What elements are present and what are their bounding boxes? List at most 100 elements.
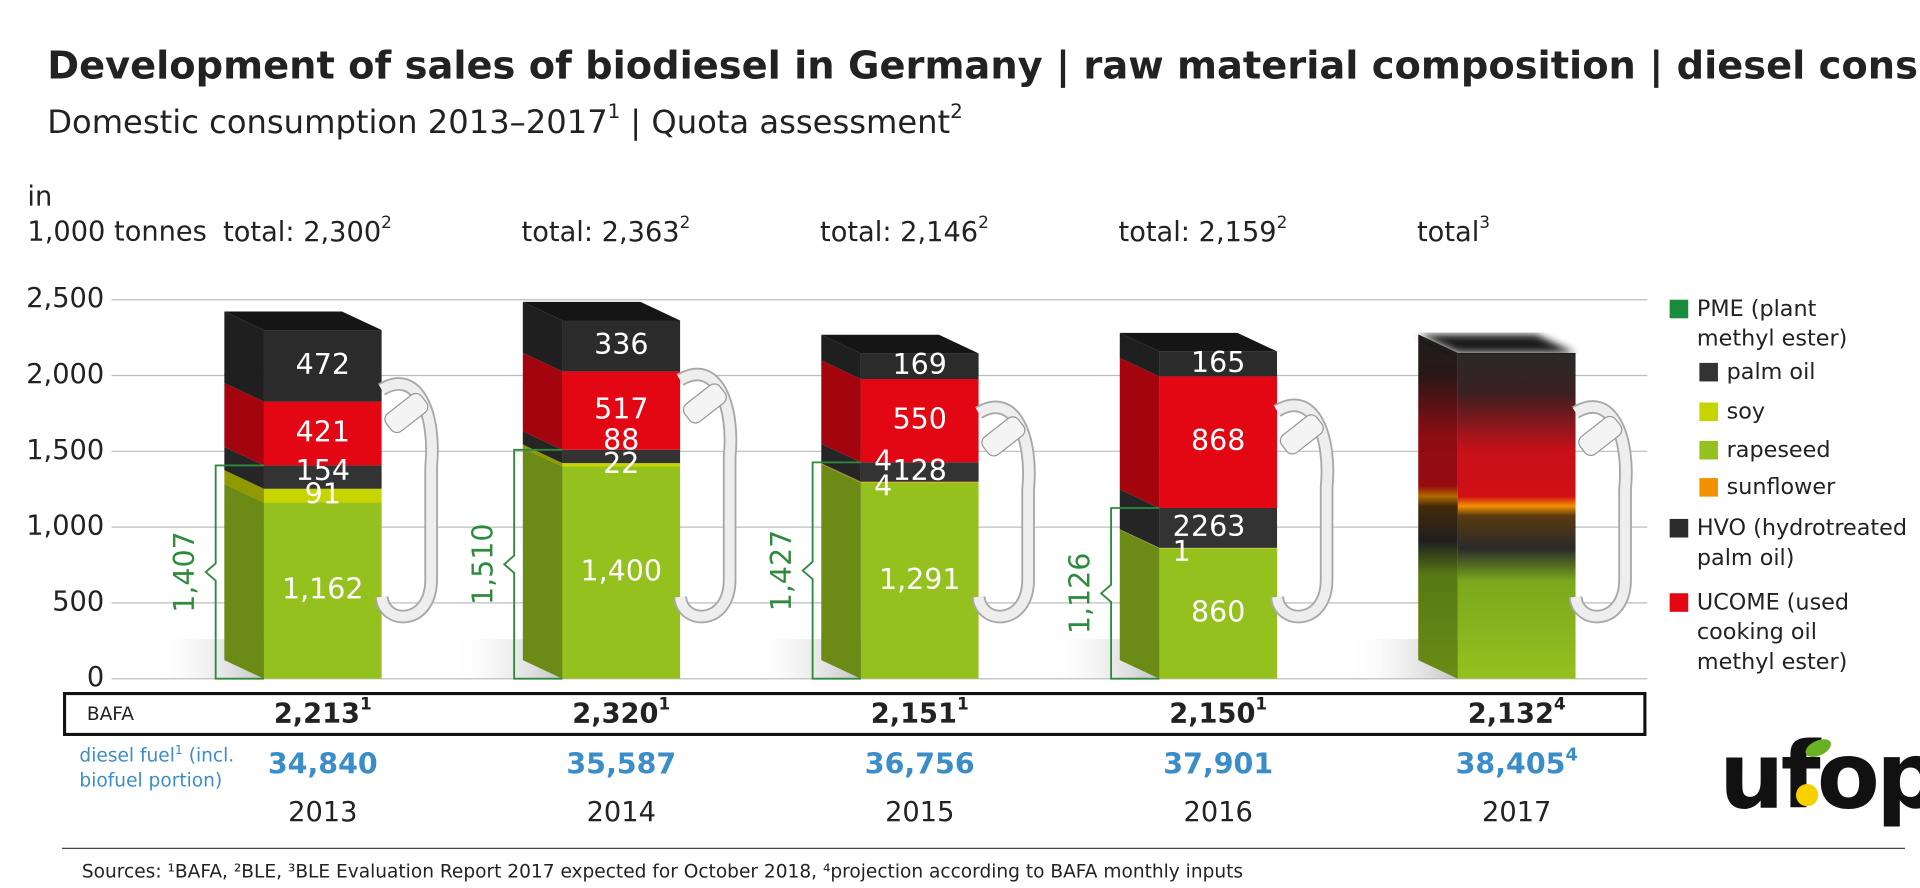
x-tick-label: 2015 [885,797,954,828]
legend-label: soy [1726,398,1766,425]
bar-segment [1159,548,1278,679]
bar-segment [562,320,681,372]
footnote-mark: 4 [1554,694,1566,714]
bar-side [522,431,563,464]
footnote-mark: 1 [608,98,621,122]
total-label-text: total: 2,146 [820,216,978,247]
pme-total-label: 1,427 [765,530,798,612]
legend-swatch [1669,593,1689,612]
bafa-value: 2,2131 [274,694,372,730]
bar-side [522,301,563,372]
footnote-mark: 1 [174,744,183,758]
footnote-mark: 2 [381,212,392,232]
bar-segment [860,482,979,483]
value-label: 1,400 [581,555,663,588]
nozzle [384,392,429,434]
diesel-value: 37,901 [1163,747,1273,780]
bar-segment [562,449,681,464]
pme-total-label: 1,407 [168,531,201,613]
bar-side [224,311,264,402]
bar-segment [263,401,382,466]
value-label: 4 [874,470,892,503]
hose [675,369,736,622]
legend-entry: UCOME (used cooking oil methyl ester) [1697,590,1849,675]
legend-swatch [1699,362,1718,382]
row-label-text: (incl. biofuel portion) [79,744,235,792]
bar-top [1119,332,1278,352]
bar-top [821,334,979,354]
legend-entry: HVO (hydrotreated palm oil) [1697,515,1907,571]
hose [1272,400,1333,622]
footnote-mark: 2 [950,98,963,122]
pme-bracket [801,461,861,680]
legend-swatch [1669,299,1689,319]
diesel-value: 38,4054 [1456,745,1578,780]
bar-segment [860,353,979,379]
bar-top [1418,334,1576,353]
footnote-mark: 2 [1277,212,1288,232]
diesel-value: 36,756 [865,747,975,780]
legend-entry: rapeseed [1726,437,1831,464]
bafa-value-text: 2,320 [572,698,658,729]
bafa-value-text: 2,132 [1468,698,1554,729]
value-label: 22 [603,447,639,480]
row-label: BAFA [87,704,134,725]
legend-label: rapeseed [1726,437,1831,464]
bar-side [224,446,264,489]
diesel-value-text: 34,840 [268,747,378,780]
pme-bracket [1099,507,1160,680]
bar-side [522,352,563,450]
legend-entry: palm oil [1727,359,1816,385]
row-label: diesel fuel1 (incl. biofuel portion) [79,739,252,792]
diesel-value: 34,840 [268,747,378,780]
bar-segment [263,330,382,402]
footnote-mark: 1 [957,694,969,714]
y-tick-label: 1,000 [26,511,104,542]
legend-entry: sunflower [1727,474,1836,500]
value-label: 128 [893,454,947,487]
bar-top [522,301,681,321]
x-tick-label: 2017 [1482,797,1551,828]
y-tick-label: 500 [52,586,104,617]
bar-segment [263,502,382,679]
hose [1570,402,1631,622]
footnote-mark: 4 [1565,745,1577,765]
total-label-text: total [1417,216,1479,247]
nozzle [981,416,1026,457]
bar-segment [860,378,979,463]
bar-side [1119,529,1160,679]
bar-side-placeholder [1418,334,1458,679]
logo-leaf [1805,739,1832,757]
hose [376,379,437,622]
pme-bracket [502,448,563,680]
diesel-value-text: 37,901 [1163,747,1273,780]
value-label: 1,162 [282,573,364,606]
value-label: 263 [1191,510,1245,543]
total-label-text: total: 2,159 [1119,216,1277,247]
x-tick-label: 2016 [1184,797,1253,828]
footnote-mark: 3 [1479,212,1490,232]
total-label: total: 2,1462 [820,212,989,248]
bar-side [1119,332,1160,377]
title: Development of sales of biodiesel in Ger… [47,44,1920,89]
total-label: total: 2,3002 [223,212,392,248]
subtitle: Domestic consumption 2013–20171 | Quota a… [47,98,963,141]
value-label: 517 [594,393,648,426]
subtitle-text: Domestic consumption 2013–2017 [47,103,607,141]
sources: Sources: ¹BAFA, ²BLE, ³BLE Evaluation Re… [82,861,1243,882]
bafa-value: 2,1511 [871,694,969,730]
bafa-value: 2,3201 [572,694,670,730]
nozzle [682,383,727,424]
legend-swatch [1699,478,1718,497]
bar-side [821,463,861,483]
value-label: 165 [1191,346,1245,379]
y-tick-label: 1,500 [26,435,104,466]
bar-side [821,334,861,379]
bar-segment [1159,508,1278,548]
value-label: 88 [603,423,639,456]
bar-segment [562,466,681,679]
bar-side [821,464,861,679]
bar-side [224,383,264,466]
value-label: 154 [296,454,350,487]
